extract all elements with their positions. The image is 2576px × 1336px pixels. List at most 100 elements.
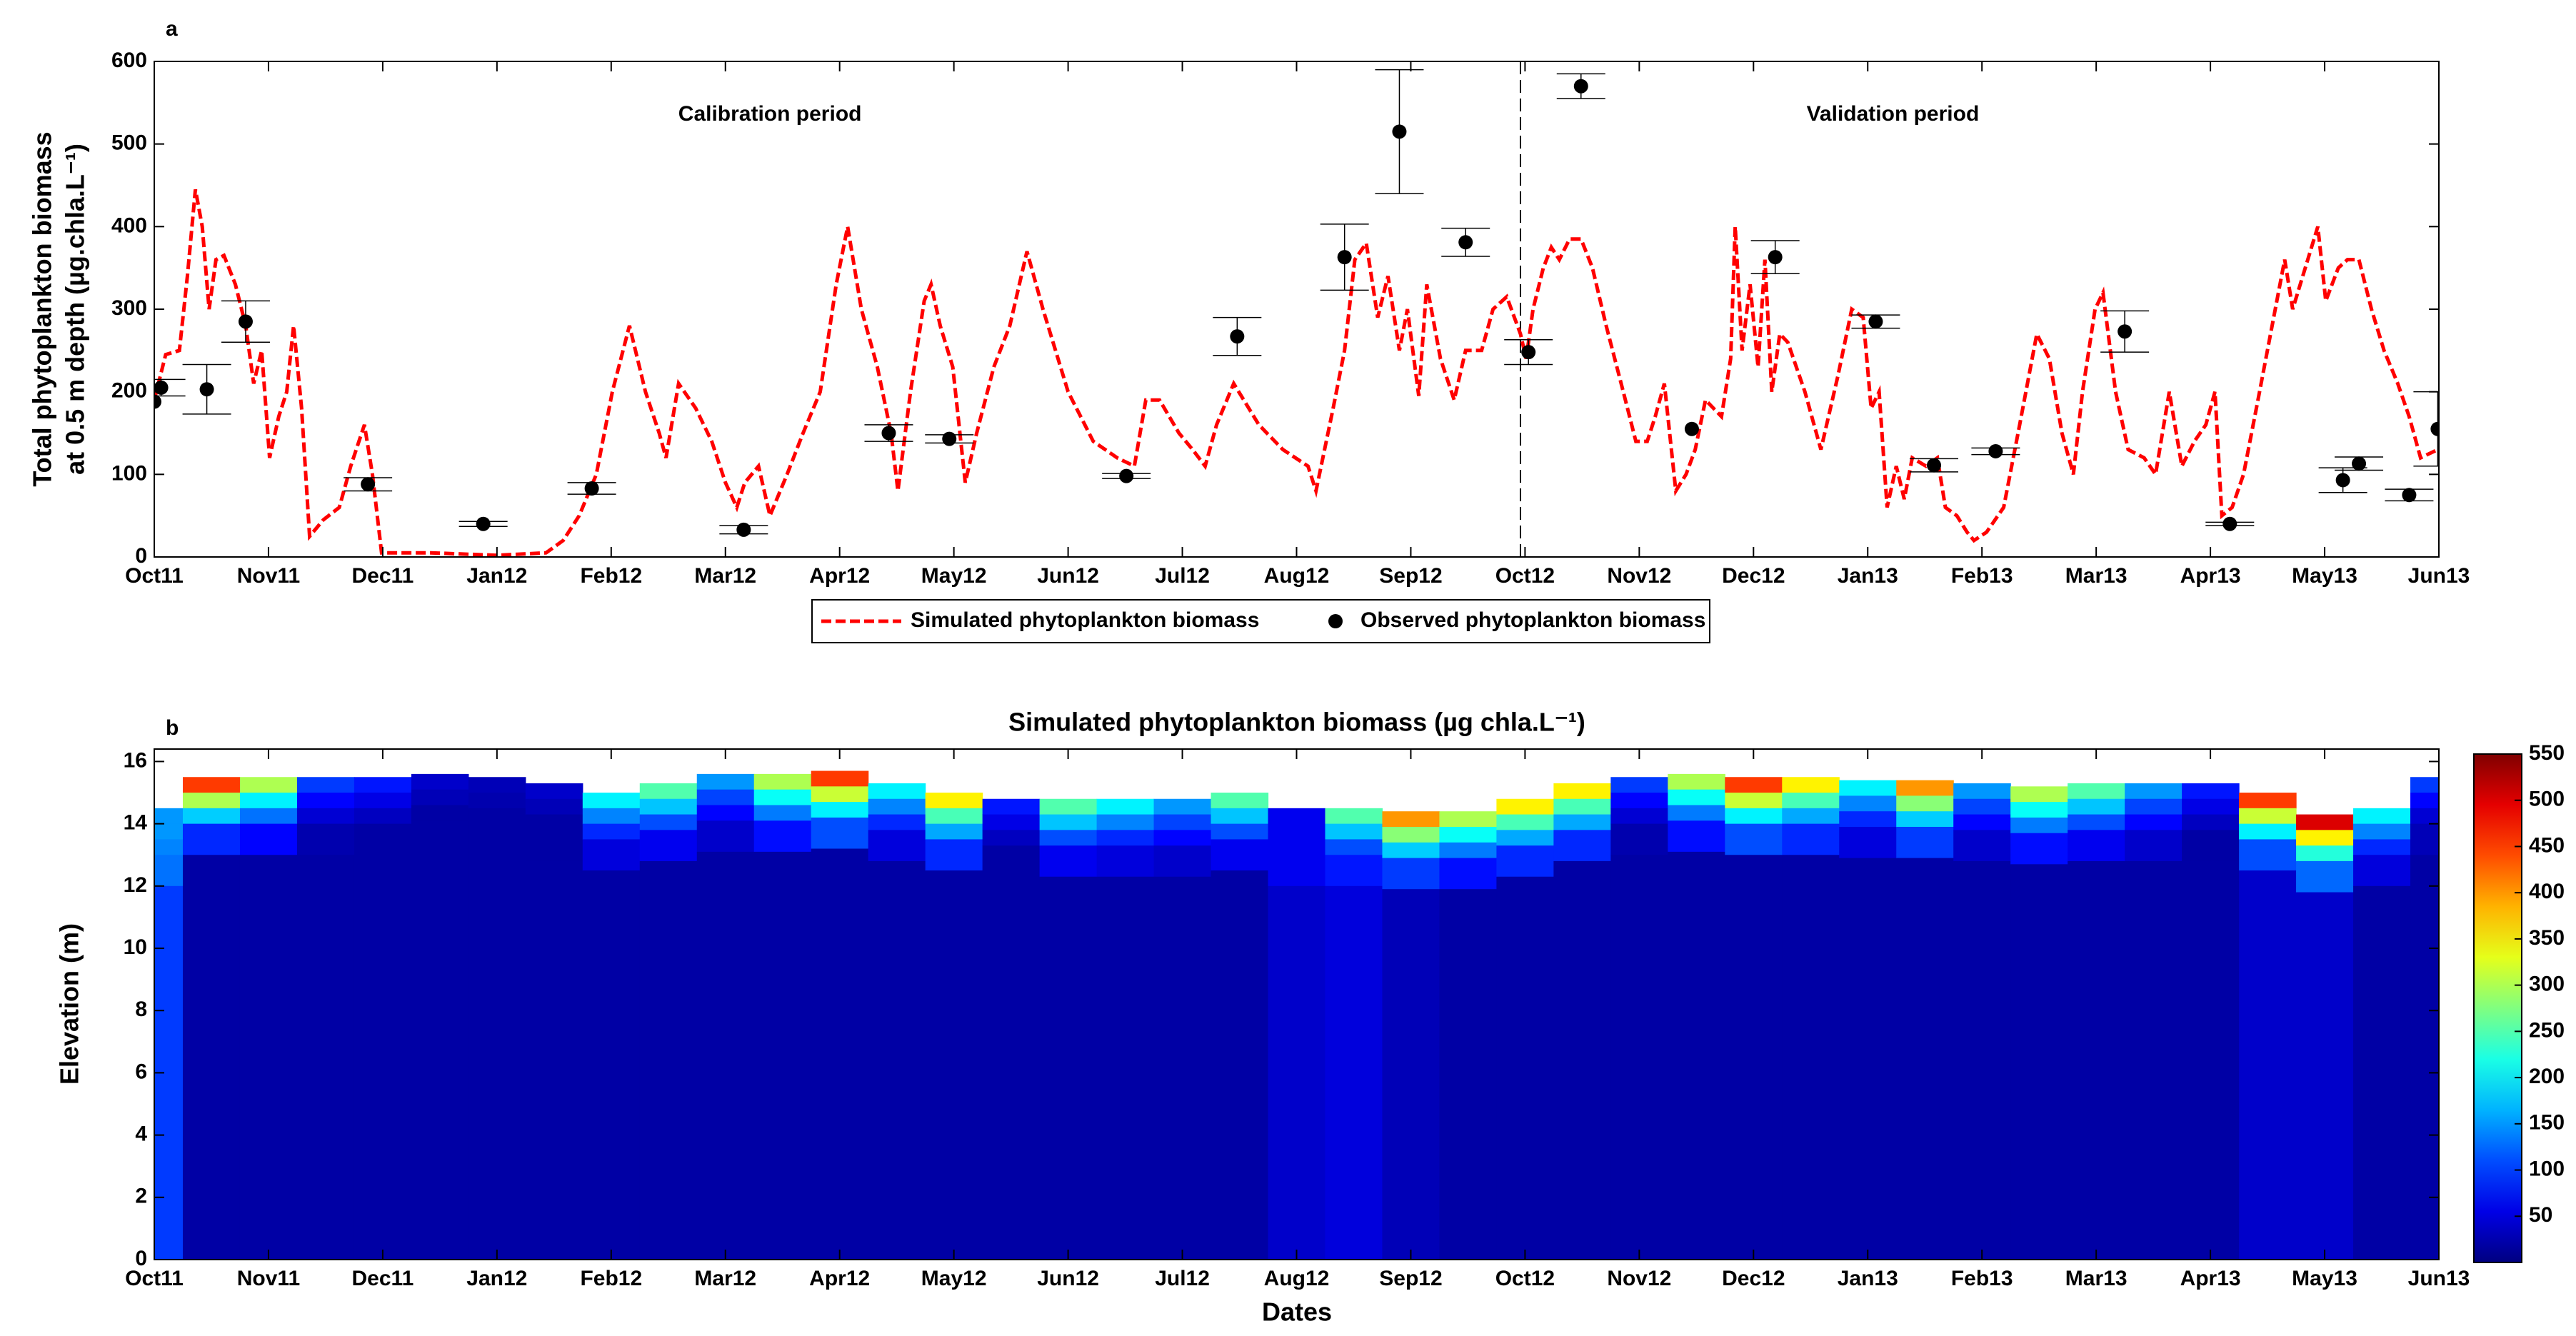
x-tick-label: Jun12 [1037,1267,1099,1290]
contour-cell [1782,777,1840,793]
observed-point [584,481,599,496]
contour-cell [639,814,698,830]
contour-cell [154,808,184,825]
observed-point [2335,473,2350,488]
observed-point [2222,516,2237,531]
contour-cell [525,860,583,1260]
contour-cell [868,830,926,862]
contour-cell [1039,798,1098,815]
y-tick-label: 4 [135,1122,147,1146]
contour-cell [1896,811,1954,828]
observed-point [1988,443,2003,458]
y-tick-label: 10 [124,935,147,959]
contour-cell [2239,793,2297,809]
contour-cell [2125,783,2182,800]
contour-cell [1153,814,1212,830]
contour-cell [868,798,926,815]
contour-cell [582,823,641,840]
y-axis-label: Total phytoplankton biomass [28,131,57,486]
contour-cell [2353,823,2411,840]
contour-cell [1953,783,2011,800]
contour-cell [868,860,926,1260]
x-tick-label: Apr13 [2180,564,2241,588]
contour-cell [696,851,755,1260]
observed-point [1337,250,1352,265]
x-tick-label: May13 [2292,1267,2357,1290]
contour-cell [1610,808,1668,825]
contour-cell [2182,814,2240,830]
x-tick-label: Oct12 [1495,564,1555,588]
contour-cell [1039,814,1098,830]
observed-point [1768,250,1783,265]
x-tick-label: Mar12 [694,1267,756,1290]
contour-cell [1325,855,1383,887]
contour-cell [2010,786,2068,803]
contour-cell [2010,817,2068,834]
contour-cell [2125,860,2182,1260]
x-tick-label: Jan12 [466,1267,527,1290]
y-axis-label: at 0.5 m depth (µg.chla.L⁻¹) [61,144,90,475]
contour-cell [182,855,241,1260]
contour-cell [239,793,298,809]
contour-cell [1268,855,1326,887]
contour-cell [1153,876,1212,1260]
y-tick-label: 0 [135,1247,147,1270]
contour-cell [982,798,1041,815]
observed-point [2402,488,2417,503]
contour-cell [2410,823,2439,855]
y-tick-label: 600 [111,49,147,72]
contour-cell [1725,855,1783,1260]
contour-cell [1268,808,1326,825]
contour-cell [1153,798,1212,815]
contour-cell [1953,860,2011,1260]
contour-cell [811,786,869,803]
contour-cell [1782,808,1840,825]
colorbar-tick-label: 250 [2529,1018,2565,1042]
contour-cell [1211,793,1269,809]
contour-cell [182,793,241,809]
contour-cell [2410,777,2439,793]
x-tick-label: Apr12 [809,564,870,588]
contour-cell [1782,823,1840,855]
contour-cell [753,773,812,790]
contour-cell [2068,830,2125,862]
contour-cell [1953,814,2011,830]
x-tick-label: Sep12 [1379,1267,1442,1290]
contour-cell [868,814,926,830]
x-tick-label: Dec11 [352,1267,414,1290]
contour-cell [182,823,241,855]
x-tick-label: May12 [921,564,987,588]
contour-cell [2068,814,2125,830]
observed-point [361,477,376,492]
contour-cell [1211,808,1269,825]
contour-cell [1039,830,1098,846]
contour-cell [354,793,412,809]
x-tick-label: Oct11 [125,1267,184,1290]
legend-swatch [1328,614,1343,628]
contour-cell [1610,793,1668,809]
contour-cell [525,783,583,800]
contour-cell [2010,864,2068,1260]
y-tick-label: 8 [135,998,147,1021]
contour-cell [411,820,469,853]
observed-point [199,382,214,397]
contour-cell [1096,876,1155,1260]
y-tick-label: 500 [111,131,147,155]
x-tick-label: Apr12 [809,1267,870,1290]
contour-cell [525,798,583,815]
contour-cell [296,793,355,809]
contour-cell [1496,845,1554,878]
contour-cell [811,817,869,850]
observed-point [881,426,896,441]
colorbar-tick-label: 350 [2529,926,2565,950]
contour-cell [2239,839,2297,871]
contour-cell [1496,798,1554,815]
x-tick-label: Nov11 [237,1267,300,1290]
colorbar-tick-label: 300 [2529,973,2565,996]
contour-cell [1382,858,1440,890]
contour-cell [1553,814,1611,830]
x-tick-label: Mar13 [2065,564,2128,588]
contour-cell [2239,823,2297,840]
